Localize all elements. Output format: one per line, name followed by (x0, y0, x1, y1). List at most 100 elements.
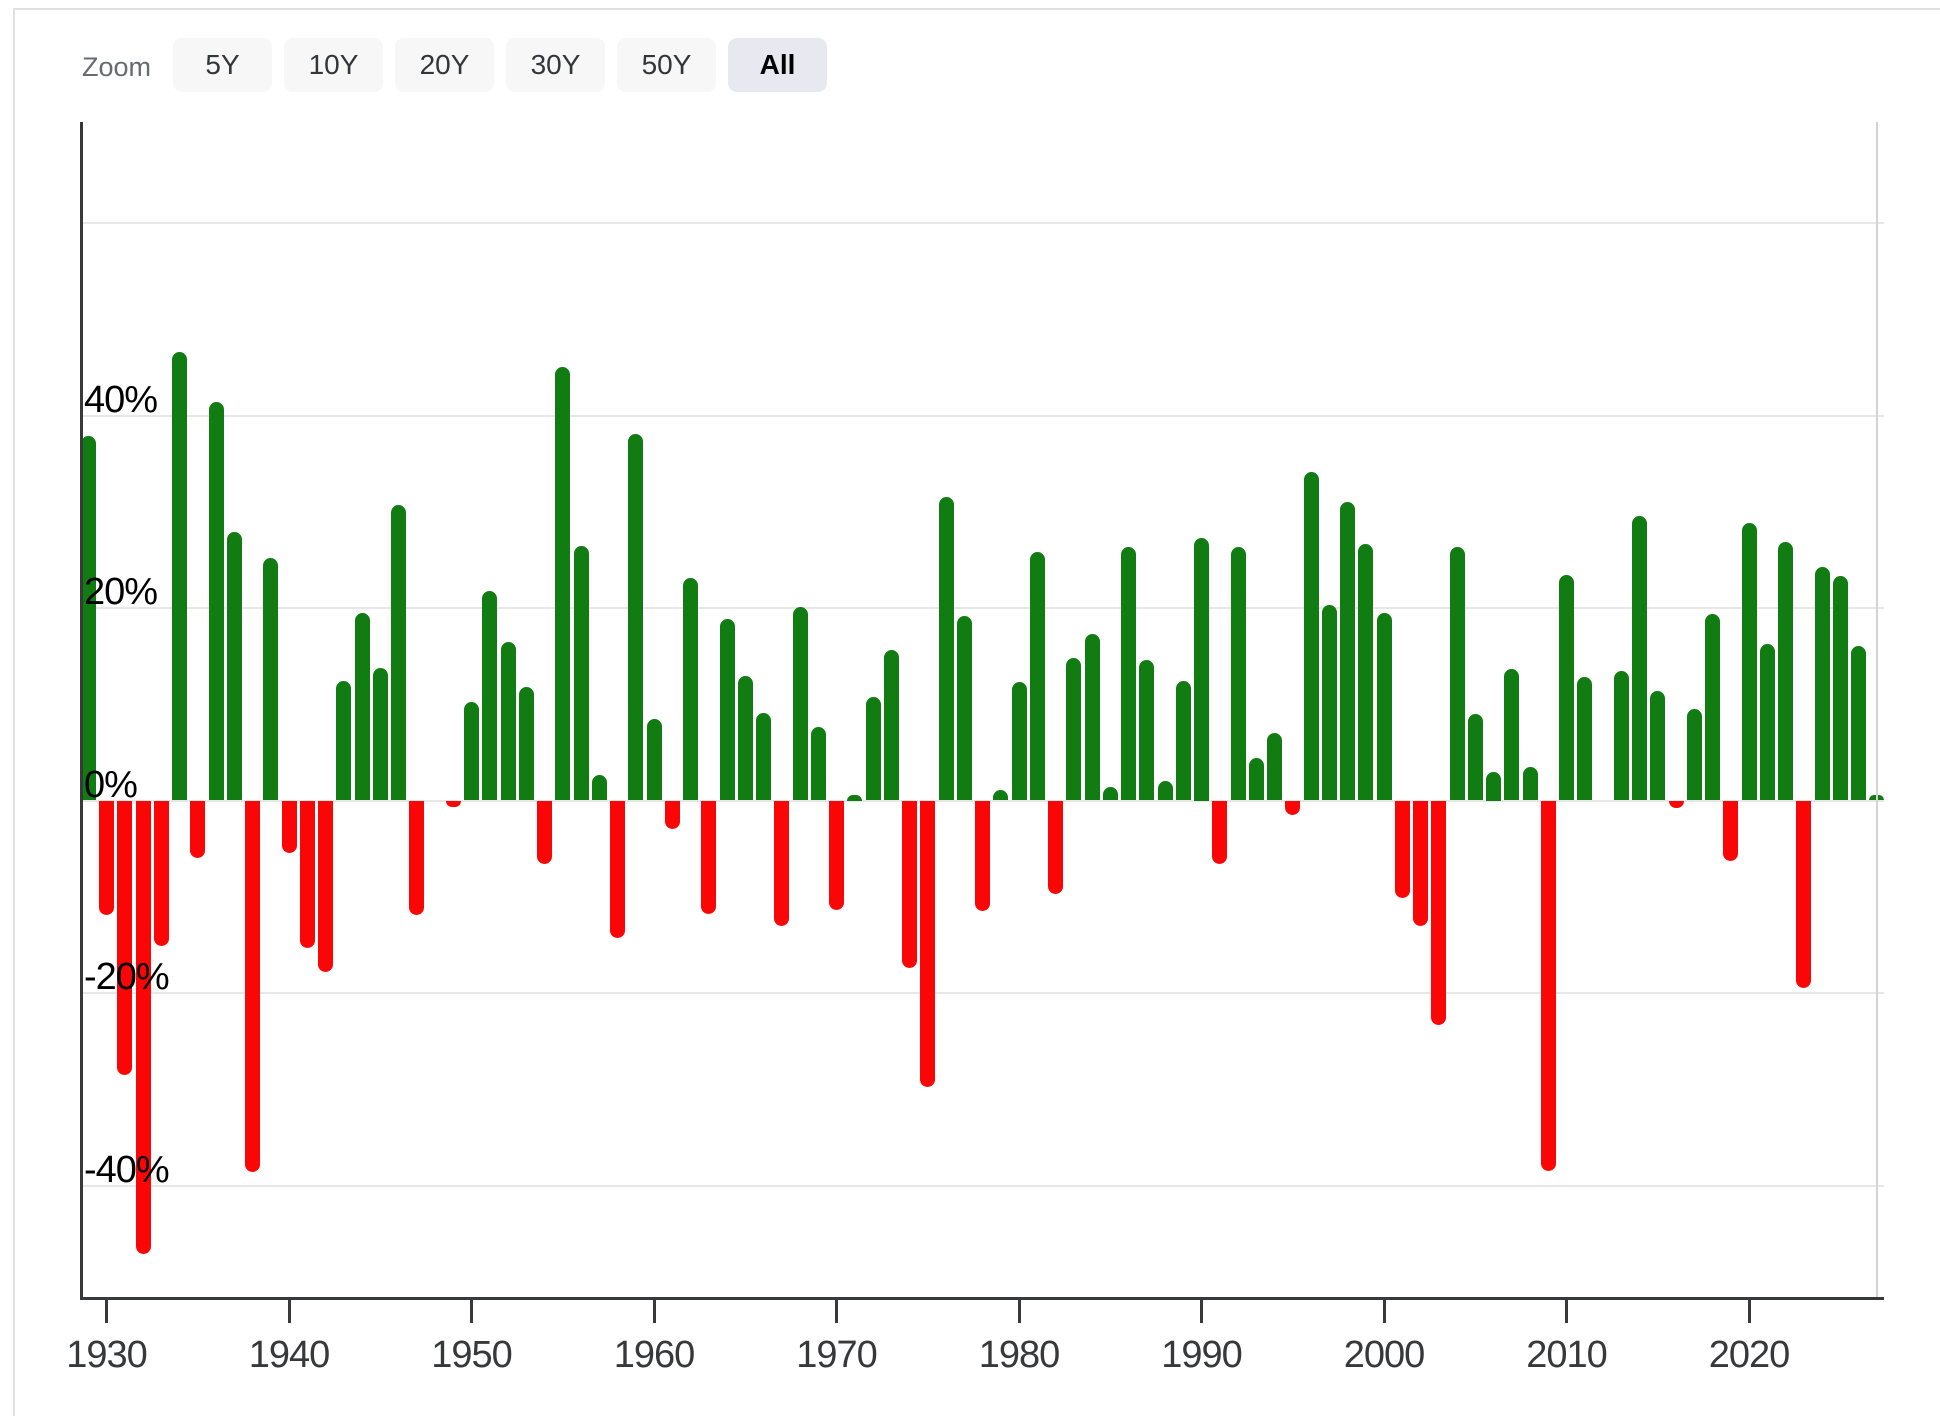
bar-2023[interactable] (1814, 567, 1830, 801)
bar-1994[interactable] (1285, 800, 1301, 816)
bar-1953[interactable] (537, 800, 552, 865)
bar-1988[interactable] (1175, 681, 1191, 801)
bar-1978[interactable] (993, 790, 1009, 801)
bar-2018[interactable] (1723, 800, 1739, 861)
bar-1982[interactable] (1066, 658, 1082, 801)
bar-2009[interactable] (1559, 574, 1574, 801)
bar-1985[interactable] (1121, 547, 1136, 801)
bar-1999[interactable] (1376, 612, 1392, 801)
bar-1998[interactable] (1358, 543, 1374, 801)
bar-1986[interactable] (1139, 659, 1155, 801)
bar-1930[interactable] (117, 800, 133, 1075)
bar-2010[interactable] (1577, 677, 1593, 801)
bar-1970[interactable] (847, 795, 863, 801)
bar-1965[interactable] (756, 713, 771, 801)
bar-2003[interactable] (1449, 546, 1465, 801)
bar-2006[interactable] (1504, 669, 1520, 801)
bar-2020[interactable] (1759, 643, 1775, 801)
bar-1949[interactable] (464, 701, 479, 801)
bar-2016[interactable] (1686, 708, 1702, 801)
bar-1980[interactable] (1029, 552, 1045, 801)
bar-1943[interactable] (354, 613, 370, 801)
bar-1990[interactable] (1212, 800, 1228, 864)
bar-1935[interactable] (208, 402, 224, 801)
bar-1952[interactable] (518, 687, 534, 801)
bar-1983[interactable] (1084, 634, 1100, 801)
bar-2024[interactable] (1832, 576, 1848, 801)
bar-1934[interactable] (190, 800, 206, 858)
bar-2013[interactable] (1632, 515, 1647, 801)
bar-1961[interactable] (683, 577, 698, 801)
bar-1929[interactable] (99, 800, 114, 916)
bar-1984[interactable] (1102, 787, 1118, 801)
bar-1950[interactable] (482, 590, 498, 801)
bar-1963[interactable] (719, 618, 735, 801)
bar-1997[interactable] (1340, 502, 1355, 801)
bar-1945[interactable] (391, 504, 406, 801)
bar-2005[interactable] (1486, 771, 1501, 801)
zoom-button-30y[interactable]: 30Y (506, 38, 605, 92)
bar-2014[interactable] (1650, 690, 1666, 801)
bar-1993[interactable] (1267, 732, 1282, 801)
bar-1966[interactable] (774, 800, 790, 927)
bar-1973[interactable] (902, 800, 917, 968)
bar-1969[interactable] (829, 800, 844, 910)
bar-1987[interactable] (1157, 780, 1173, 801)
bar-1928[interactable] (80, 435, 96, 801)
bar-2004[interactable] (1467, 713, 1483, 801)
bar-1959[interactable] (646, 718, 662, 801)
bar-2019[interactable] (1741, 522, 1757, 801)
bar-1992[interactable] (1248, 757, 1264, 801)
bar-1936[interactable] (226, 531, 242, 801)
bar-1981[interactable] (1048, 800, 1063, 895)
bar-1960[interactable] (664, 800, 680, 830)
bar-1972[interactable] (883, 650, 899, 801)
bar-1955[interactable] (573, 546, 589, 801)
bar-1968[interactable] (810, 726, 826, 801)
bar-1940[interactable] (299, 800, 315, 948)
bar-2015[interactable] (1668, 800, 1684, 808)
bar-1946[interactable] (409, 800, 425, 915)
zoom-button-50y[interactable]: 50Y (617, 38, 716, 92)
bar-1971[interactable] (865, 696, 881, 801)
bar-1948[interactable] (445, 800, 461, 807)
bar-1991[interactable] (1230, 547, 1246, 801)
bar-2008[interactable] (1540, 800, 1556, 1171)
bar-2025[interactable] (1851, 645, 1866, 801)
zoom-button-10y[interactable]: 10Y (284, 38, 383, 92)
bar-1962[interactable] (701, 800, 717, 915)
zoom-button-all[interactable]: All (728, 38, 827, 92)
bar-1942[interactable] (336, 680, 352, 801)
bar-2007[interactable] (1522, 766, 1538, 801)
bar-2002[interactable] (1431, 800, 1447, 1026)
bar-1944[interactable] (372, 667, 388, 801)
bar-1941[interactable] (318, 800, 333, 973)
bar-2021[interactable] (1778, 541, 1793, 801)
bar-1977[interactable] (975, 800, 990, 912)
bar-1939[interactable] (281, 800, 297, 853)
bar-1964[interactable] (737, 675, 753, 801)
bar-1979[interactable] (1011, 682, 1027, 801)
bar-2012[interactable] (1613, 671, 1629, 801)
bar-1995[interactable] (1303, 472, 1319, 801)
bar-2001[interactable] (1413, 800, 1428, 926)
bar-2000[interactable] (1394, 800, 1410, 899)
bar-1933[interactable] (172, 352, 187, 801)
bar-1957[interactable] (610, 800, 625, 939)
bar-1932[interactable] (153, 800, 169, 947)
bar-1958[interactable] (628, 434, 644, 801)
bar-1975[interactable] (938, 496, 954, 801)
bar-2017[interactable] (1705, 613, 1720, 801)
bar-1951[interactable] (500, 642, 516, 801)
bar-1996[interactable] (1321, 605, 1337, 801)
zoom-button-5y[interactable]: 5Y (173, 38, 272, 92)
bar-1938[interactable] (263, 557, 279, 801)
bar-2022[interactable] (1796, 800, 1812, 988)
bar-1954[interactable] (555, 367, 571, 801)
bar-1989[interactable] (1194, 538, 1209, 801)
bar-1974[interactable] (920, 800, 936, 1087)
bar-1956[interactable] (591, 775, 607, 801)
zoom-button-20y[interactable]: 20Y (395, 38, 494, 92)
bar-1937[interactable] (245, 800, 260, 1172)
bar-1976[interactable] (956, 616, 972, 801)
